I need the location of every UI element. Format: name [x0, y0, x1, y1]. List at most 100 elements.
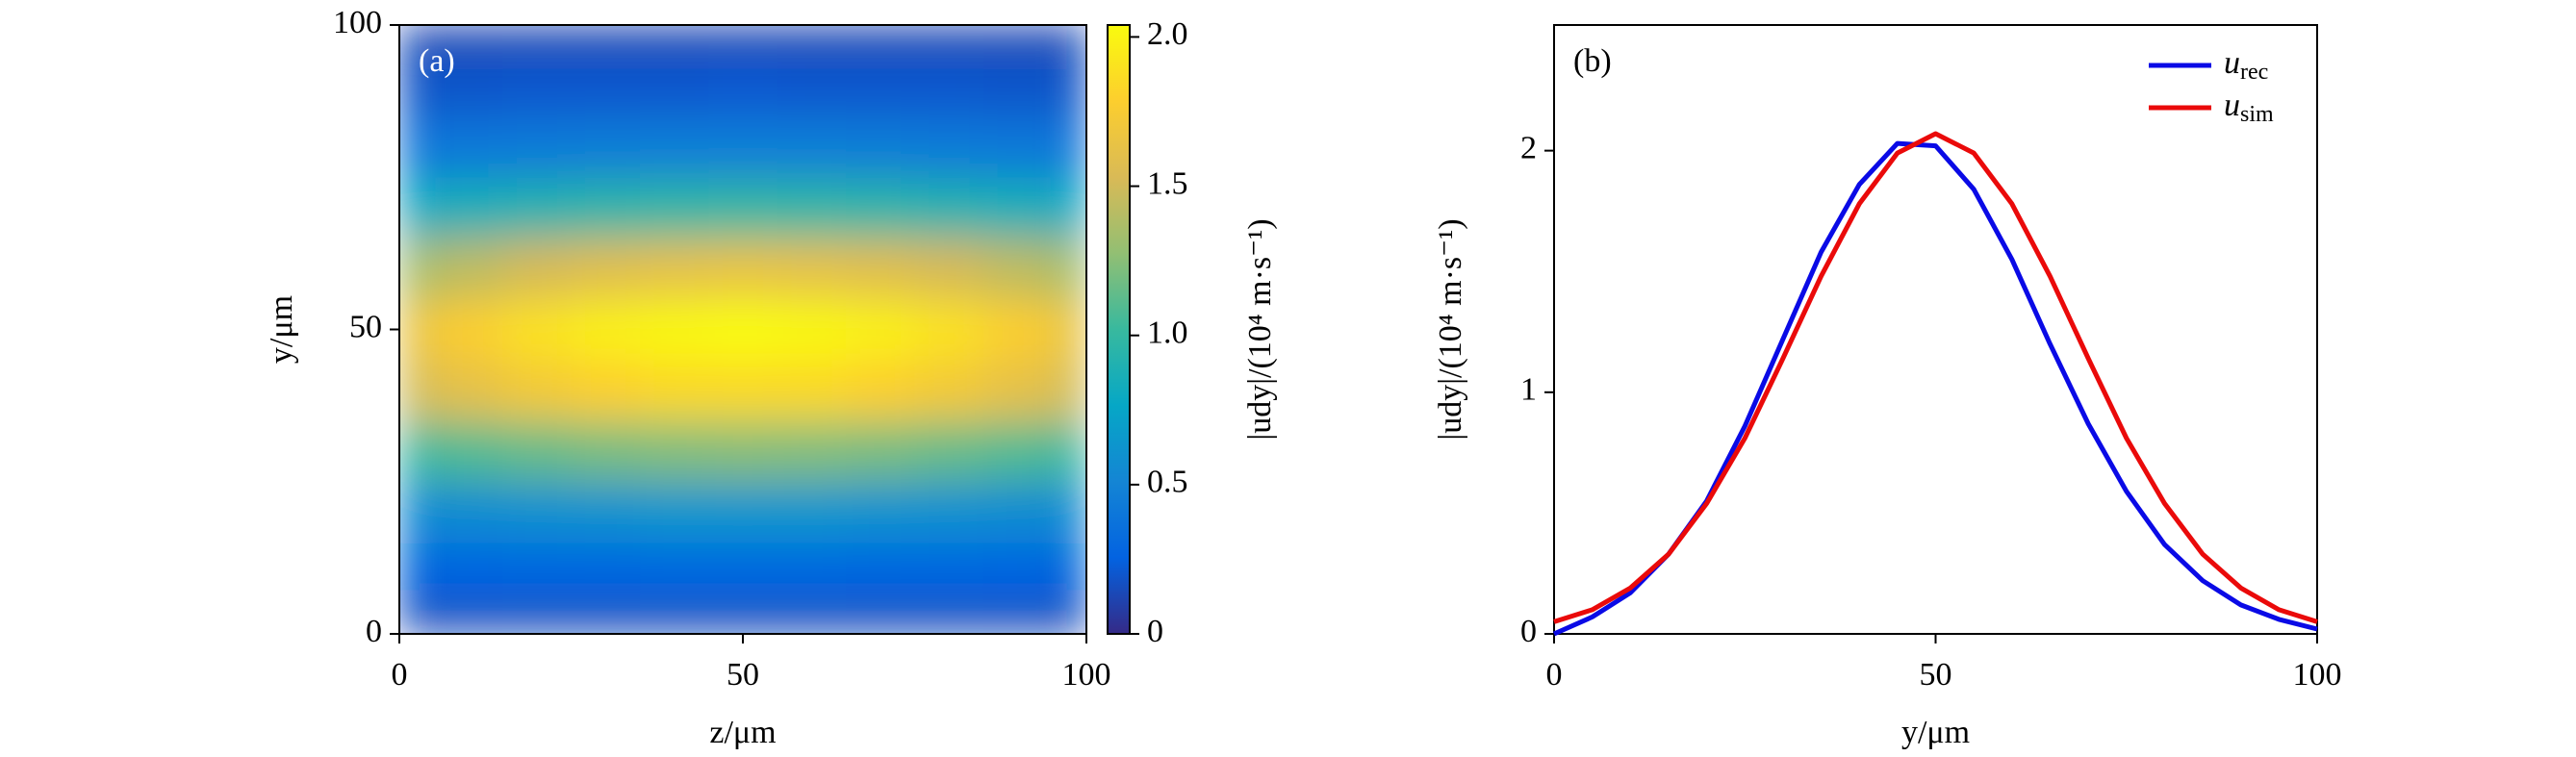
heatmap-cell [846, 55, 915, 117]
heatmap-cell [914, 25, 984, 57]
heatmap-cell [914, 360, 984, 421]
heatmap-cell [399, 115, 435, 178]
heatmap-cell [708, 420, 778, 483]
heatmap-cell [433, 603, 503, 634]
heatmap-cell [639, 603, 709, 634]
heatmap-cell [571, 603, 641, 634]
heatmap-cell [1052, 115, 1086, 178]
heatmap-cell [502, 481, 572, 543]
colorbar-label: |udy|/(10⁴ m·s⁻¹) [1242, 218, 1278, 440]
heatmap-cell [982, 238, 1053, 300]
heatmap-cell [846, 603, 915, 634]
heatmap-cell [502, 25, 572, 57]
heatmap-cell [433, 115, 503, 178]
heatmap-cell [502, 543, 572, 604]
heatmap-cell [982, 543, 1053, 604]
x-axis-label: y/μm [1901, 715, 1970, 750]
heatmap-cell [914, 603, 984, 634]
heatmap-cell [639, 25, 709, 57]
heatmap-cell [777, 481, 847, 543]
heatmap-cell [914, 177, 984, 240]
y-tick-label: 0 [366, 614, 382, 649]
heatmap-cell [502, 238, 572, 300]
y-axis-label: y/μm [264, 295, 299, 364]
heatmap-cell [1052, 55, 1086, 117]
heatmap-cell [433, 420, 503, 483]
heatmap-cell [914, 238, 984, 300]
heatmap-cell [639, 55, 709, 117]
legend-label: urec [2224, 45, 2268, 85]
heatmap-cell [502, 177, 572, 240]
heatmap-cell [433, 25, 503, 57]
heatmap-cell [1052, 420, 1086, 483]
heatmap-cell [777, 543, 847, 604]
heatmap-cell [777, 25, 847, 57]
heatmap-cell [846, 25, 915, 57]
heatmap-cell [571, 115, 641, 178]
heatmap-cell [502, 360, 572, 421]
heatmap-cell [639, 543, 709, 604]
heatmap-cell [914, 55, 984, 117]
y-tick-label: 0 [1520, 614, 1537, 649]
heatmap-cell [502, 55, 572, 117]
heatmap-cell [982, 481, 1053, 543]
heatmap-cell [914, 298, 984, 361]
colorbar-tick-label: 0.5 [1147, 465, 1188, 500]
heatmap-cell [433, 177, 503, 240]
heatmap-cell [777, 298, 847, 361]
heatmap-cell [399, 543, 435, 604]
heatmap-cell [982, 25, 1053, 57]
heatmap-cell [708, 177, 778, 240]
heatmap-cell [502, 603, 572, 634]
heatmap-cell [571, 177, 641, 240]
heatmap-cell [708, 55, 778, 117]
heatmap-cell [1052, 238, 1086, 300]
heatmap-cell [846, 177, 915, 240]
heatmap-cell [399, 360, 435, 421]
heatmap-cell [433, 238, 503, 300]
heatmap-cell [708, 543, 778, 604]
heatmap-cell [982, 298, 1053, 361]
heatmap-cell [433, 543, 503, 604]
heatmap-cell [399, 420, 435, 483]
heatmap-cell [982, 115, 1053, 178]
heatmap-cell [777, 115, 847, 178]
heatmap-cell [914, 543, 984, 604]
y-tick-label: 2 [1520, 130, 1537, 165]
colorbar: 0 0.5 1.0 1.5 2.0 |udy|/(10⁴ m·s⁻¹) [1107, 16, 1278, 649]
heatmap-cell [502, 298, 572, 361]
heatmap-cell [982, 603, 1053, 634]
heatmap-cell [708, 603, 778, 634]
data-line [1553, 131, 2318, 624]
heatmap-cell [708, 25, 778, 57]
heatmap-cell [1052, 177, 1086, 240]
panel-label: (a) [419, 43, 455, 79]
legend-label: usim [2224, 88, 2274, 127]
heatmap-cell [846, 238, 915, 300]
heatmap-cell [708, 115, 778, 178]
heatmap-cell [1052, 25, 1086, 57]
heatmap-cell [502, 115, 572, 178]
heatmap-cell [914, 115, 984, 178]
heatmap-cell [399, 238, 435, 300]
heatmap-cell [982, 55, 1053, 117]
heatmap-cell [399, 481, 435, 543]
heatmap-cell [1052, 603, 1086, 634]
heatmap-cell [433, 360, 503, 421]
heatmap-cell [433, 55, 503, 117]
heatmap-cell [639, 115, 709, 178]
heatmap-cell [571, 420, 641, 483]
heatmap-cell [708, 481, 778, 543]
colorbar-tick-label: 1.0 [1147, 315, 1188, 351]
x-tick-label: 0 [1546, 657, 1563, 693]
x-tick-label: 100 [2293, 657, 2342, 693]
heatmap-cell [846, 481, 915, 543]
x-tick-label: 100 [1062, 657, 1111, 693]
heatmap-cell [1052, 360, 1086, 421]
heatmap-cell [639, 238, 709, 300]
heatmap-cell [777, 360, 847, 421]
heatmap-cell [399, 298, 435, 361]
y-axis-label: |udy|/(10⁴ m·s⁻¹) [1433, 218, 1468, 440]
x-tick-label: 50 [1920, 657, 1952, 693]
heatmap-cell [399, 603, 435, 634]
